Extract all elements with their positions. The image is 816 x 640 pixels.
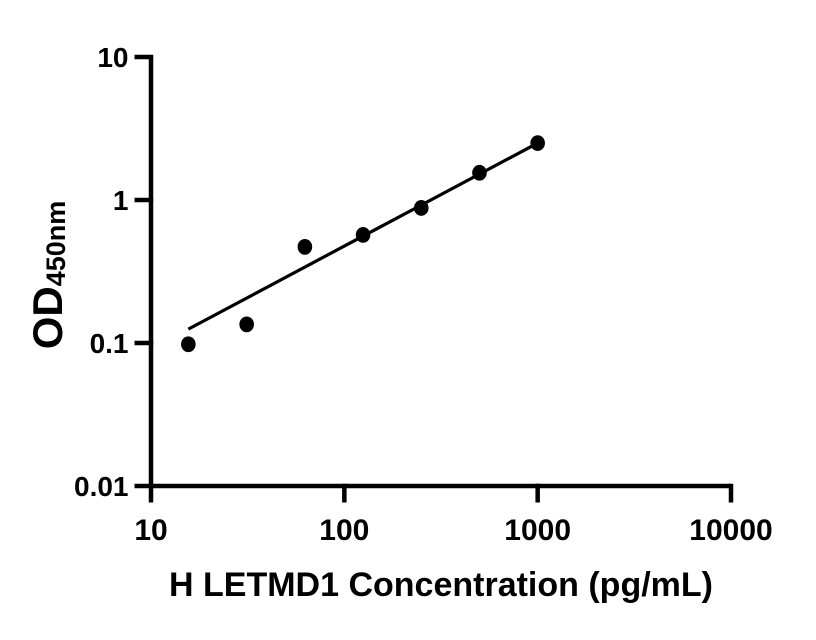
x-tick-label: 100 [319,514,369,547]
data-point-marker [472,164,487,181]
axis-spines [148,57,731,489]
axes [148,57,731,489]
y-axis-title-subscript: 450nm [41,201,71,287]
y-tick-label: 0.01 [74,471,129,502]
data-point-marker [530,135,545,151]
x-tick-label: 10 [134,514,167,547]
data-point-marker [297,238,313,255]
y-tick-label: 1 [113,185,129,216]
data-point-marker [355,227,371,243]
x-tick-label: 10000 [689,514,772,547]
x-tick-label: 1000 [504,514,571,547]
x-axis-title: H LETMD1 Concentration (pg/mL) [169,566,713,604]
data-point-marker [239,316,254,333]
data-point-marker [181,336,196,353]
data-point-marker [413,200,429,216]
tick-marks [134,54,734,503]
data-points [181,135,545,353]
y-tick-label: 10 [97,42,128,73]
y-axis-title-main: OD [24,286,71,349]
y-axis-title: OD450nm [24,201,71,350]
y-tick-label: 0.1 [90,328,129,359]
